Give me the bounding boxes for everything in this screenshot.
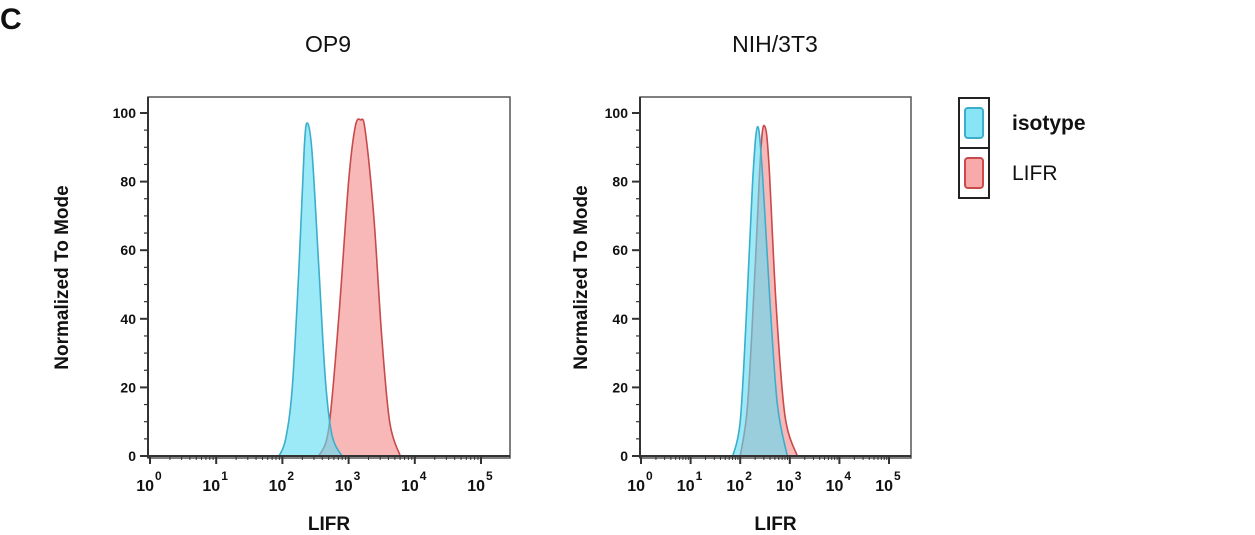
x-tick-exponent: 1 [696, 469, 703, 483]
x-tick-exponent: 4 [420, 469, 427, 483]
y-tick-label: 80 [612, 174, 628, 190]
x-tick-label: 10 [776, 478, 794, 495]
x-tick-exponent: 2 [287, 469, 294, 483]
y-tick-label: 60 [612, 242, 628, 258]
x-tick-label: 10 [269, 478, 287, 495]
panel-label: C [0, 3, 22, 36]
x-tick-label: 10 [875, 478, 893, 495]
y-axis-label: Normalized To Mode [52, 185, 73, 369]
y-tick-label: 80 [120, 174, 136, 190]
x-tick-label: 10 [826, 478, 844, 495]
histogram-lifr [317, 118, 402, 457]
y-tick-label: 60 [120, 242, 136, 258]
histogram-isotype [731, 125, 789, 457]
y-axis-label: Normalized To Mode [571, 185, 592, 369]
legend-swatch-isotype [964, 107, 984, 139]
y-tick-label: 0 [128, 448, 136, 464]
legend-label: isotype [1012, 112, 1086, 135]
x-tick-label: 10 [202, 478, 220, 495]
y-tick-label: 0 [620, 448, 628, 464]
y-tick-label: 40 [612, 311, 628, 327]
x-tick-exponent: 3 [354, 469, 361, 483]
x-tick-label: 10 [401, 478, 419, 495]
y-tick-label: 20 [612, 379, 628, 395]
x-tick-exponent: 5 [894, 469, 901, 483]
y-tick-label: 100 [605, 105, 629, 121]
x-tick-exponent: 3 [795, 469, 802, 483]
x-axis-label: LIFR [308, 514, 350, 535]
x-tick-exponent: 0 [155, 469, 162, 483]
x-tick-exponent: 5 [486, 469, 493, 483]
legend-swatch-lifr [964, 157, 984, 189]
x-axis-label: LIFR [754, 514, 796, 535]
x-tick-label: 10 [136, 478, 154, 495]
x-tick-label: 10 [726, 478, 744, 495]
x-tick-label: 10 [335, 478, 353, 495]
chart-title: NIH/3T3 [732, 31, 818, 57]
chart-title: OP9 [305, 31, 351, 57]
x-tick-label: 10 [627, 478, 645, 495]
x-tick-exponent: 4 [844, 469, 851, 483]
y-tick-label: 20 [120, 379, 136, 395]
x-tick-exponent: 2 [745, 469, 752, 483]
plot-frame [147, 96, 511, 459]
y-tick-label: 100 [113, 105, 137, 121]
legend: isotype LIFR [958, 97, 1086, 199]
histogram-isotype [277, 122, 344, 457]
x-tick-exponent: 0 [646, 469, 653, 483]
x-tick-label: 10 [677, 478, 695, 495]
legend-label: LIFR [1012, 162, 1058, 185]
x-tick-label: 10 [467, 478, 485, 495]
x-tick-exponent: 1 [221, 469, 228, 483]
y-tick-label: 40 [120, 311, 136, 327]
